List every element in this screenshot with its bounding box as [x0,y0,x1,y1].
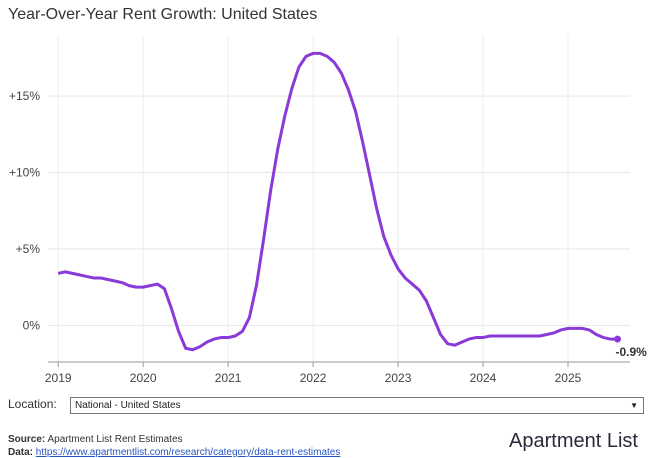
x-tick-label: 2021 [215,371,242,385]
x-tick-label: 2020 [130,371,157,385]
source-line: Source: Apartment List Rent Estimates [8,434,183,445]
x-tick-label: 2022 [300,371,327,385]
y-tick-label: +10% [9,166,40,180]
x-tick-label: 2023 [385,371,412,385]
data-link[interactable]: https://www.apartmentlist.com/research/c… [35,447,341,458]
y-tick-label: +15% [9,89,40,103]
x-tick-label: 2019 [45,371,72,385]
end-point [614,335,622,343]
location-select[interactable]: National - United States ▼ [70,397,644,414]
x-tick-label: 2024 [470,371,497,385]
data-label: Data: [8,447,34,458]
dropdown-arrow: ▼ [630,401,638,410]
chart-title: Year-Over-Year Rent Growth: United State… [8,6,317,23]
line [57,51,618,352]
logo-text: Apartment List [509,430,638,452]
location-value: National - United States [75,400,181,411]
y-tick-label: +5% [16,242,41,256]
data-label: -0.9% [616,345,648,359]
source-label: Source: [8,434,46,445]
x-tick-label: 2025 [555,371,582,385]
logo: Apartment List [509,430,638,453]
data-line: Data: https://www.apartmentlist.com/rese… [8,447,340,458]
y-tick-label: 0% [23,318,41,332]
location-label: Location: [8,397,57,411]
chart: Year-Over-Year Rent Growth: United State… [8,6,648,385]
source-text: Apartment List Rent Estimates [47,434,183,445]
